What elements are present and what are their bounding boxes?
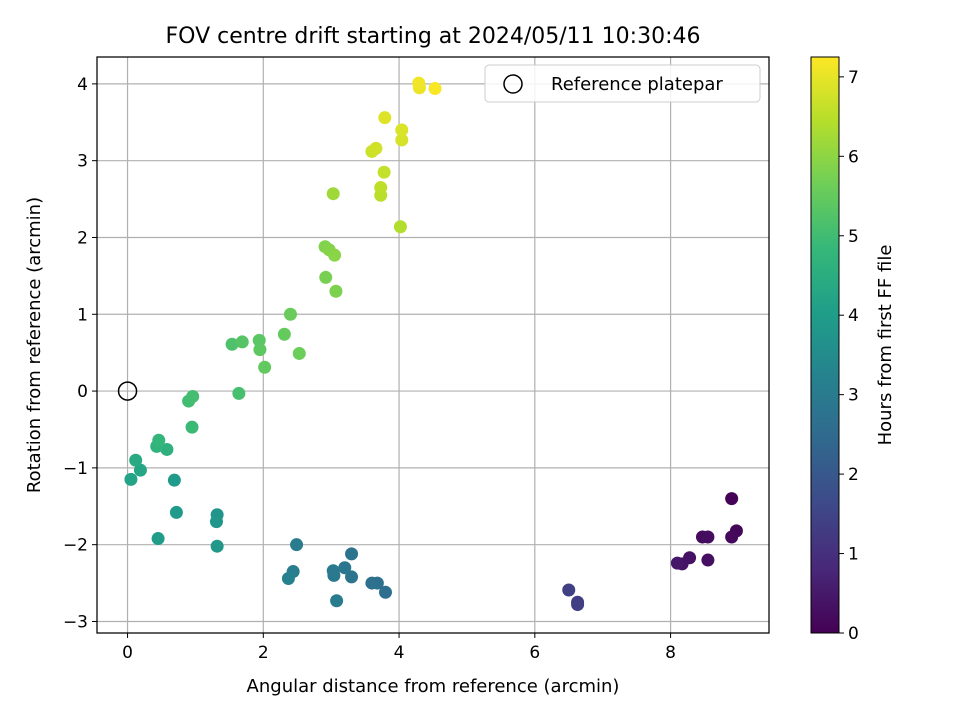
data-point xyxy=(186,389,200,403)
data-point xyxy=(151,532,165,546)
x-axis-label: Angular distance from reference (arcmin) xyxy=(247,676,620,697)
legend-label-reference: Reference platepar xyxy=(551,74,723,95)
x-tick-label: 8 xyxy=(665,643,676,663)
colorbar-tick-label: 7 xyxy=(848,68,859,88)
data-point xyxy=(169,505,183,519)
data-point xyxy=(571,598,585,612)
data-point xyxy=(378,585,392,599)
data-point xyxy=(701,530,715,544)
data-point xyxy=(253,343,267,357)
x-axis-ticks: 0 2 4 6 8 xyxy=(122,633,676,663)
y-axis-ticks: −3 −2 −1 0 1 2 3 4 xyxy=(63,75,97,632)
y-tick-label: 3 xyxy=(77,152,88,172)
data-point xyxy=(395,123,409,137)
colorbar-tick-label: 0 xyxy=(848,624,859,644)
plot-frame xyxy=(96,56,770,634)
data-point xyxy=(319,270,333,284)
data-point xyxy=(290,538,304,552)
data-point xyxy=(393,220,407,234)
data-point xyxy=(725,530,739,544)
data-point xyxy=(283,307,297,321)
data-point xyxy=(124,472,138,486)
data-point xyxy=(412,76,426,90)
data-point xyxy=(281,571,295,585)
colorbar-label: Hours from first FF file xyxy=(875,245,896,446)
data-point xyxy=(160,442,174,456)
y-axis-label: Rotation from reference (arcmin) xyxy=(24,197,45,493)
data-point xyxy=(209,515,223,529)
data-point xyxy=(345,547,359,561)
data-point xyxy=(277,327,291,341)
data-point xyxy=(235,335,249,349)
data-point xyxy=(129,453,143,467)
colorbar-tick-label: 1 xyxy=(848,545,859,565)
data-point xyxy=(225,337,239,351)
data-point xyxy=(395,133,409,147)
data-point xyxy=(133,463,147,477)
x-tick-label: 0 xyxy=(122,643,133,663)
data-point xyxy=(562,583,576,597)
y-tick-label: 1 xyxy=(77,305,88,325)
data-point xyxy=(338,561,352,575)
colorbar-tick-label: 2 xyxy=(848,465,859,485)
data-point xyxy=(185,420,199,434)
data-point xyxy=(369,141,383,155)
data-point xyxy=(326,564,340,578)
colorbar-tick-label: 5 xyxy=(848,227,859,247)
y-tick-label: −2 xyxy=(63,536,88,556)
data-points xyxy=(124,76,743,612)
data-point xyxy=(377,165,391,179)
colorbar-tick-label: 6 xyxy=(848,147,859,167)
data-point xyxy=(326,187,340,201)
data-point xyxy=(701,553,715,567)
data-point xyxy=(428,81,442,95)
legend-marker-reference xyxy=(503,74,523,94)
data-point xyxy=(374,181,388,195)
chart-title: FOV centre drift starting at 2024/05/11 … xyxy=(166,24,701,49)
y-tick-label: 0 xyxy=(77,382,88,402)
colorbar-tick-label: 4 xyxy=(848,306,859,326)
data-point xyxy=(210,539,224,553)
y-tick-label: −3 xyxy=(63,612,88,632)
y-tick-label: 4 xyxy=(77,75,88,95)
data-point xyxy=(292,346,306,360)
colorbar: 0 1 2 3 4 5 6 7 Hours from first FF file xyxy=(810,56,896,644)
data-point xyxy=(167,473,181,487)
colorbar-tick-label: 3 xyxy=(848,386,859,406)
data-point xyxy=(330,594,344,608)
legend: Reference platepar xyxy=(484,64,761,103)
legend-box xyxy=(484,64,761,103)
y-tick-label: −1 xyxy=(63,459,88,479)
data-point xyxy=(329,284,343,298)
colorbar-gradient xyxy=(810,56,840,634)
data-point xyxy=(152,433,166,447)
data-point xyxy=(232,386,246,400)
colorbar-ticks: 0 1 2 3 4 5 6 7 xyxy=(839,68,859,644)
data-point xyxy=(258,360,272,374)
reference-platepar-marker xyxy=(117,381,138,401)
data-point xyxy=(345,570,359,584)
x-tick-label: 6 xyxy=(529,643,540,663)
data-point xyxy=(670,556,684,570)
y-tick-label: 2 xyxy=(77,228,88,248)
data-point xyxy=(365,576,379,590)
x-tick-label: 4 xyxy=(394,643,405,663)
data-point xyxy=(725,492,739,506)
data-point xyxy=(328,248,342,262)
data-point xyxy=(378,111,392,125)
x-tick-label: 2 xyxy=(258,643,269,663)
